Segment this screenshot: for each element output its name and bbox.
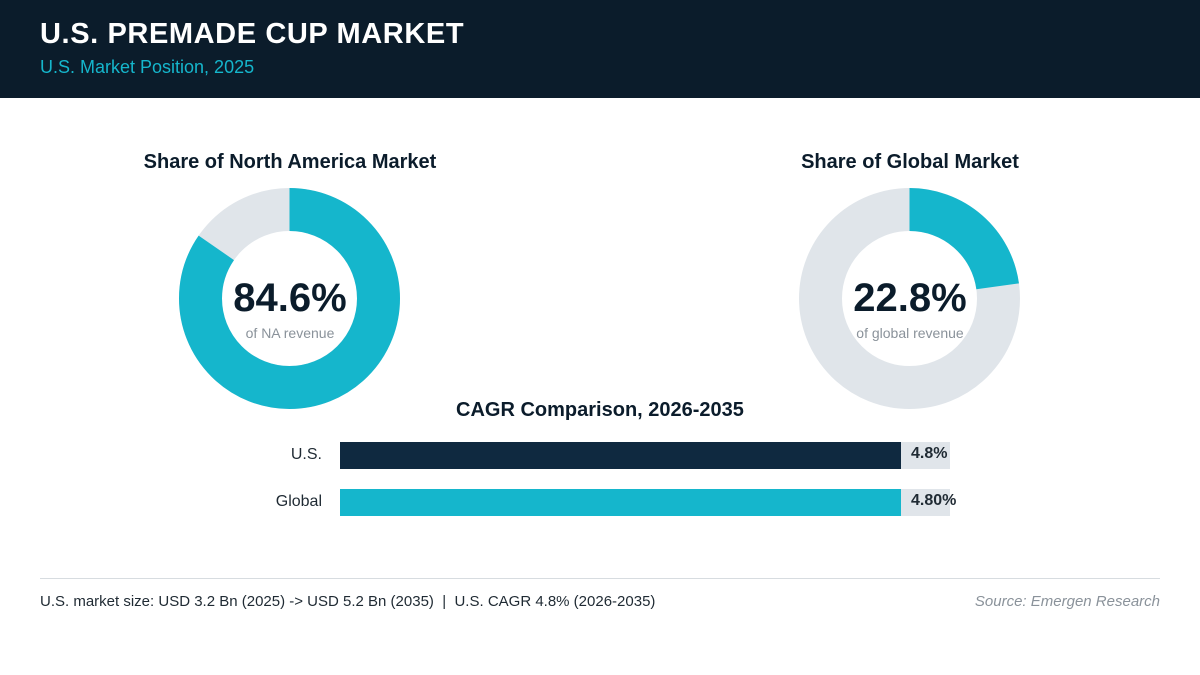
source-credit: Source: Emergen Research (974, 593, 1160, 610)
bar-us (340, 442, 901, 469)
cagr-chart-title: CAGR Comparison, 2026-2035 (456, 399, 744, 421)
footer-note: U.S. market size: USD 3.2 Bn (2025) -> U… (40, 593, 656, 610)
na-share-title: Share of North America Market (143, 151, 437, 173)
na-share-donut (179, 188, 400, 409)
bar-value-us: 4.8% (911, 445, 948, 462)
header-bar: U.S. PREMADE CUP MARKET U.S. Market Posi… (0, 0, 1200, 98)
bar-value-global: 4.80% (911, 492, 957, 509)
bar-track-global (340, 489, 950, 516)
bar-category-global: Global (275, 493, 322, 510)
na-donut-slice-us (179, 188, 400, 409)
global-share-donut (799, 188, 1020, 409)
global-share-title: Share of Global Market (801, 151, 1019, 173)
na-share-value: 84.6% (233, 276, 347, 320)
global-share-value: 22.8% (853, 276, 967, 320)
global-donut-slice-us (799, 188, 1020, 409)
page-title: U.S. PREMADE CUP MARKET (40, 18, 465, 50)
global-share-caption: of global revenue (856, 325, 964, 341)
footer-divider (40, 578, 1160, 579)
bar-global (340, 489, 901, 516)
bar-category-us: U.S. (290, 446, 322, 463)
bar-track-us (340, 442, 950, 469)
page-subtitle: U.S. Market Position, 2025 (40, 57, 255, 77)
na-share-caption: of NA revenue (245, 325, 335, 341)
